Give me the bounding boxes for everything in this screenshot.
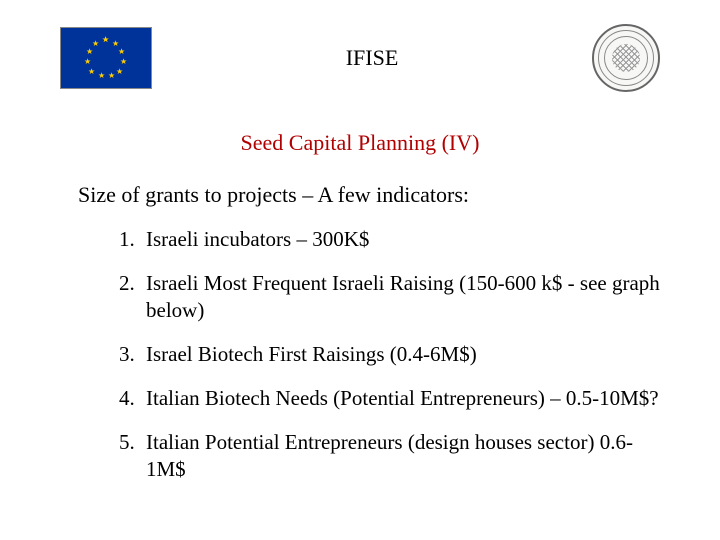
org-title: IFISE [152,45,592,71]
list-item: Israel Biotech First Raisings (0.4-6M$) [140,341,660,367]
eu-flag-icon: ★ ★ ★ ★ ★ ★ ★ ★ ★ ★ ★ ★ [60,27,152,89]
eu-stars: ★ ★ ★ ★ ★ ★ ★ ★ ★ ★ ★ ★ [86,38,126,78]
slide-header: ★ ★ ★ ★ ★ ★ ★ ★ ★ ★ ★ ★ IFISE [0,0,720,102]
seal-icon [592,24,660,92]
list-item: Italian Potential Entrepreneurs (design … [140,429,660,482]
slide-subtitle: Seed Capital Planning (IV) [0,130,720,156]
intro-text: Size of grants to projects – A few indic… [78,182,720,208]
list-item: Italian Biotech Needs (Potential Entrepr… [140,385,660,411]
list-item: Israeli Most Frequent Israeli Raising (1… [140,270,660,323]
seal-inner [612,44,640,72]
indicators-list: Israeli incubators – 300K$ Israeli Most … [140,226,660,482]
list-item: Israeli incubators – 300K$ [140,226,660,252]
